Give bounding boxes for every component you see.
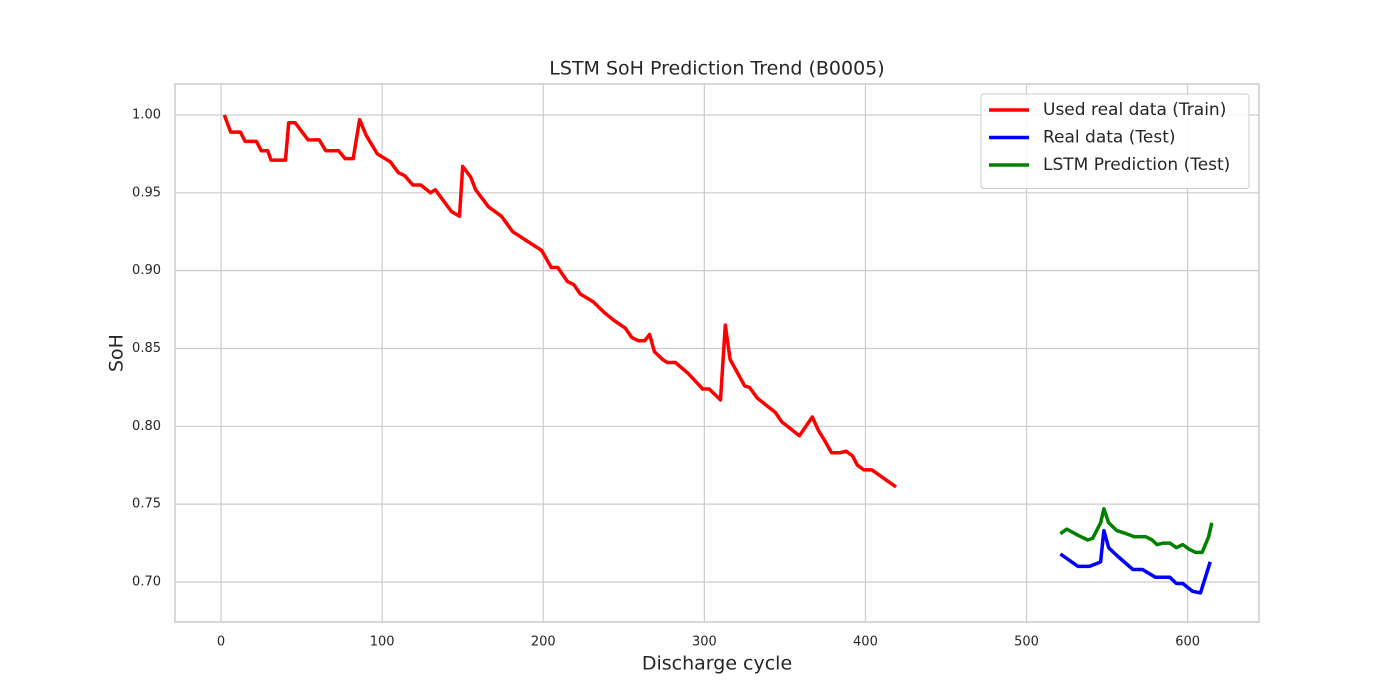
x-tick-label: 300 [692, 635, 717, 650]
legend-box [980, 93, 1250, 189]
y-tick-label: 0.90 [132, 263, 161, 278]
legend-label: Used real data (Train) [1043, 100, 1226, 120]
series-line [1059, 507, 1214, 555]
x-tick-label: 100 [370, 635, 395, 650]
y-tick-label: 0.70 [132, 574, 161, 589]
plot-frame [174, 83, 1260, 623]
series-line [222, 114, 898, 489]
y-tick-label: 0.80 [132, 419, 161, 434]
y-axis-label: SoH [106, 334, 128, 372]
legend-label: LSTM Prediction (Test) [1043, 155, 1230, 175]
y-tick-label: 0.95 [132, 185, 161, 200]
x-tick-label: 200 [531, 635, 556, 650]
legend-label: Real data (Test) [1043, 128, 1176, 148]
x-tick-label: 400 [853, 635, 878, 650]
y-tick-label: 0.85 [132, 341, 161, 356]
x-axis-label: Discharge cycle [642, 653, 792, 675]
x-tick-label: 0 [217, 635, 225, 650]
series-line [1059, 528, 1212, 595]
x-tick-label: 600 [1175, 635, 1200, 650]
x-tick-label: 500 [1014, 635, 1039, 650]
y-tick-label: 0.75 [132, 497, 161, 512]
chart-title: LSTM SoH Prediction Trend (B0005) [549, 58, 884, 80]
y-tick-label: 1.00 [132, 107, 161, 122]
